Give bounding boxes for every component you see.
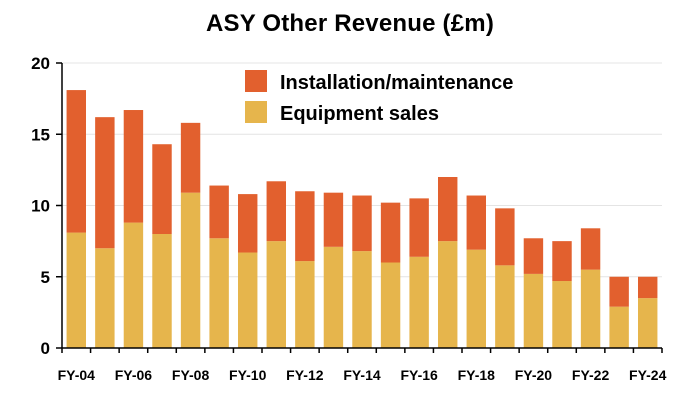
legend-swatch: [245, 70, 267, 92]
x-tick-label: FY-10: [229, 367, 267, 383]
bar-installation-maintenance: [466, 195, 486, 250]
bar-equipment-sales: [66, 232, 86, 348]
bar-installation-maintenance: [266, 181, 286, 242]
bar-installation-maintenance: [409, 198, 429, 257]
legend-label: Equipment sales: [280, 103, 439, 125]
bar-installation-maintenance: [580, 228, 601, 270]
bar-installation-maintenance: [123, 110, 144, 223]
bar-installation-maintenance: [180, 122, 201, 193]
bar-equipment-sales: [495, 265, 515, 348]
chart-title: ASY Other Revenue (£m): [205, 10, 495, 37]
bar-equipment-sales: [123, 222, 144, 348]
bar-installation-maintenance: [152, 144, 172, 234]
bar-installation-maintenance: [523, 238, 544, 274]
x-tick-label: FY-12: [286, 367, 324, 383]
x-tick-label: FY-16: [400, 367, 438, 383]
bar-equipment-sales: [238, 252, 258, 348]
legend-label: Installation/maintenance: [280, 72, 513, 94]
bar-equipment-sales: [323, 246, 344, 348]
y-tick-label: 20: [31, 54, 50, 73]
bar-installation-maintenance: [295, 191, 315, 262]
y-tick-label: 10: [31, 197, 50, 216]
bar-equipment-sales: [352, 251, 372, 348]
bar-equipment-sales: [552, 281, 572, 348]
x-tick-label: FY-08: [172, 367, 210, 383]
bar-equipment-sales: [380, 262, 401, 348]
bar-installation-maintenance: [552, 241, 572, 282]
bar-installation-maintenance: [95, 117, 115, 249]
bar-installation-maintenance: [638, 276, 658, 299]
bar-installation-maintenance: [495, 208, 515, 266]
bar-installation-maintenance: [438, 177, 458, 242]
bar-installation-maintenance: [380, 202, 401, 263]
bar-equipment-sales: [295, 261, 315, 348]
bar-installation-maintenance: [238, 194, 258, 253]
bar-installation-maintenance: [66, 90, 86, 233]
x-tick-label: FY-18: [458, 367, 496, 383]
bar-equipment-sales: [152, 234, 172, 348]
y-tick-label: 5: [41, 268, 50, 287]
legend-swatch: [245, 101, 267, 123]
bar-installation-maintenance: [352, 195, 372, 252]
bar-equipment-sales: [438, 241, 458, 348]
bar-equipment-sales: [609, 306, 629, 348]
x-tick-label: FY-24: [629, 367, 667, 383]
bar-equipment-sales: [266, 241, 286, 348]
y-tick-label: 15: [31, 125, 50, 144]
bar-installation-maintenance: [209, 185, 229, 239]
bar-equipment-sales: [466, 249, 486, 348]
x-tick-label: FY-04: [58, 367, 96, 383]
bar-installation-maintenance: [323, 192, 344, 247]
x-tick-label: FY-06: [115, 367, 153, 383]
bar-equipment-sales: [180, 192, 201, 348]
x-tick-label: FY-20: [515, 367, 553, 383]
bar-equipment-sales: [95, 248, 115, 348]
bar-equipment-sales: [638, 298, 658, 348]
bar-equipment-sales: [209, 238, 229, 348]
bar-installation-maintenance: [609, 276, 629, 307]
bar-equipment-sales: [523, 273, 544, 348]
bar-equipment-sales: [409, 256, 429, 348]
y-tick-label: 0: [41, 339, 50, 358]
x-tick-label: FY-14: [343, 367, 381, 383]
bar-equipment-sales: [580, 269, 601, 348]
x-tick-label: FY-22: [572, 367, 610, 383]
